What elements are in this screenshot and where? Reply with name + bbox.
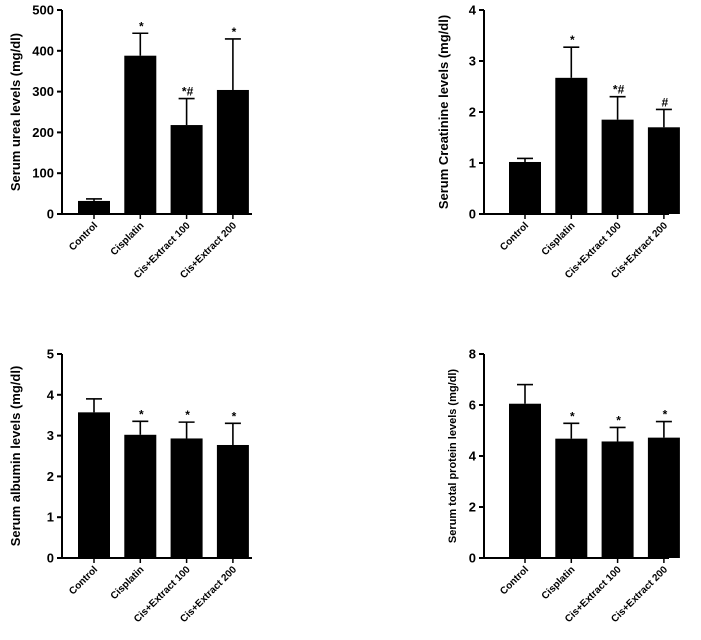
bar bbox=[170, 125, 203, 214]
significance-marker: * bbox=[570, 409, 575, 423]
significance-marker: * bbox=[232, 25, 237, 39]
significance-marker: * bbox=[139, 407, 144, 421]
bar bbox=[601, 441, 634, 558]
y-tick-label: 0 bbox=[47, 551, 54, 566]
x-tick-label: Control bbox=[498, 564, 531, 597]
chart-panel-2: 0 1 2 3 4 Serum Creatinine levels (mg/dl) Cont… bbox=[436, 3, 680, 281]
significance-marker: * bbox=[616, 413, 621, 427]
y-tick-label: 2 bbox=[47, 469, 54, 484]
y-tick-label: 1 bbox=[469, 156, 476, 171]
y-tick-label: 400 bbox=[32, 43, 54, 58]
bar bbox=[509, 161, 541, 214]
significance-marker: * bbox=[139, 19, 144, 33]
bar bbox=[78, 200, 110, 214]
significance-marker: *# bbox=[182, 85, 194, 99]
x-tick-label: Cisplatin bbox=[540, 220, 578, 258]
y-tick-label: 1 bbox=[47, 510, 54, 525]
bar bbox=[216, 444, 249, 558]
bar bbox=[216, 89, 249, 214]
significance-marker: *# bbox=[613, 83, 625, 97]
y-tick-label: 3 bbox=[469, 54, 476, 69]
bar bbox=[124, 434, 157, 558]
x-tick-label: Cisplatin bbox=[109, 220, 147, 258]
y-tick-label: 5 bbox=[47, 347, 54, 362]
x-tick-label: Cisplatin bbox=[540, 564, 578, 602]
x-tick-label: Cisplatin bbox=[109, 564, 147, 602]
x-tick-label: Control bbox=[67, 220, 100, 253]
chart-panel-3: 0 1 2 3 4 5 Serum albumin levels (mg/dl) Contro… bbox=[8, 347, 252, 625]
y-tick-label: 300 bbox=[32, 84, 54, 99]
y-tick-label: 4 bbox=[47, 387, 55, 402]
y-tick-label: 200 bbox=[32, 125, 54, 140]
bar bbox=[509, 403, 541, 558]
chart-panel-4: 0 2 4 6 8 Serum total protein levels (mg/dl) C… bbox=[447, 347, 680, 625]
bar bbox=[601, 119, 634, 214]
chart-panel-1: 0 100 200 300 400 500 Serum urea levels (mg/dl… bbox=[8, 3, 252, 281]
bar bbox=[124, 55, 157, 214]
x-tick-label: Control bbox=[67, 564, 100, 597]
y-tick-label: 0 bbox=[469, 207, 476, 222]
y-tick-label: 2 bbox=[469, 105, 476, 120]
y-axis-label: Serum Creatinine levels (mg/dl) bbox=[436, 15, 451, 209]
bar bbox=[555, 77, 588, 214]
bar bbox=[78, 412, 110, 558]
y-tick-label: 4 bbox=[469, 449, 477, 464]
y-tick-label: 4 bbox=[469, 3, 477, 18]
y-tick-label: 2 bbox=[469, 500, 476, 515]
bar bbox=[647, 437, 680, 558]
significance-marker: * bbox=[185, 408, 190, 422]
significance-marker: * bbox=[232, 409, 237, 423]
y-tick-label: 0 bbox=[469, 551, 476, 566]
y-axis-label: Serum albumin levels (mg/dl) bbox=[8, 366, 23, 547]
y-axis-label: Serum urea levels (mg/dl) bbox=[8, 33, 23, 191]
y-axis-label: Serum total protein levels (mg/dl) bbox=[447, 369, 459, 544]
bar bbox=[647, 127, 680, 214]
y-tick-label: 3 bbox=[47, 428, 54, 443]
bar bbox=[555, 438, 588, 558]
y-tick-label: 500 bbox=[32, 3, 54, 18]
y-tick-label: 100 bbox=[32, 166, 54, 181]
x-tick-label: Control bbox=[498, 220, 531, 253]
y-tick-label: 0 bbox=[47, 207, 54, 222]
bar bbox=[170, 438, 203, 558]
y-tick-label: 8 bbox=[469, 347, 476, 362]
y-tick-label: 6 bbox=[469, 398, 476, 413]
significance-marker: # bbox=[662, 95, 669, 109]
significance-marker: * bbox=[570, 33, 575, 47]
significance-marker: * bbox=[663, 408, 668, 422]
